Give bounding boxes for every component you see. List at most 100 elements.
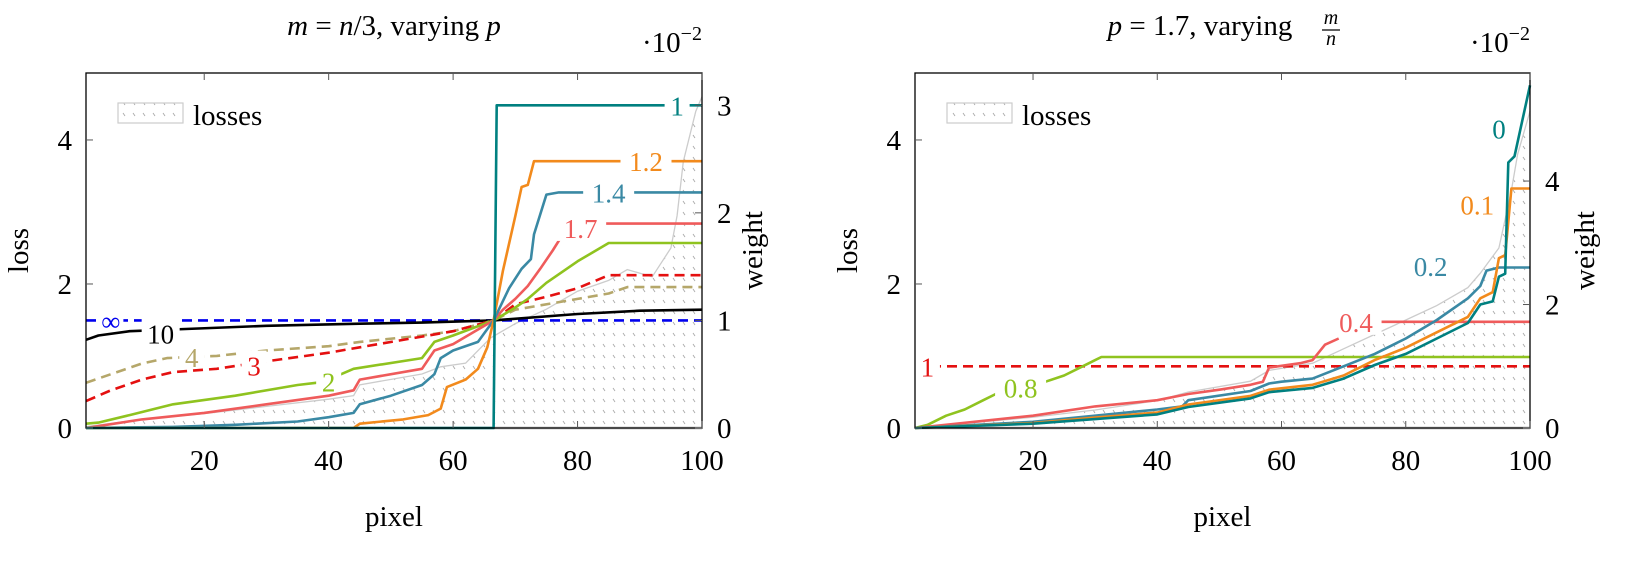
series-label: 0.4 [1339, 308, 1373, 338]
series-label: 1 [670, 91, 684, 121]
series-line [914, 266, 1530, 430]
title-eq: = [308, 10, 339, 42]
legend-swatch-losses [117, 102, 184, 124]
losses-area [915, 111, 1530, 428]
series-label-bg [1451, 189, 1503, 218]
series-label: 0.2 [1414, 252, 1448, 282]
series-line [914, 337, 1340, 430]
multiplier-exponent: −2 [681, 23, 702, 45]
series-label-bg [1405, 251, 1457, 280]
series-label-bg [583, 177, 635, 206]
plot-frame [914, 72, 1531, 429]
legend: losses [117, 100, 262, 132]
multiplier-exponent: −2 [1509, 23, 1530, 45]
series-0: 0 [914, 85, 1532, 430]
y2-tick-label: 3 [717, 90, 732, 122]
y-tick-label: 2 [887, 269, 902, 301]
series-10: 10 [85, 308, 703, 349]
series-label: 0.1 [1460, 191, 1494, 221]
legend: losses [946, 100, 1091, 132]
y2-axis-label: weight [1569, 211, 1601, 290]
series-label-bg [664, 90, 690, 119]
series-0.8: 0.8 [914, 355, 1530, 430]
series-label-bg [1486, 113, 1512, 142]
chart-title-right: p = 1.7, varying [1106, 10, 1293, 42]
y-tick-label: 2 [58, 269, 73, 301]
y-tick-label: 0 [887, 413, 902, 445]
series-2: 2 [85, 241, 702, 425]
series-label: 0.8 [1004, 373, 1038, 403]
losses-line [85, 96, 703, 428]
series-label: 2 [322, 368, 336, 398]
series-label: 1.7 [564, 214, 598, 244]
x-tick-label: 20 [1019, 445, 1048, 477]
series-line [85, 241, 702, 425]
series-line [914, 187, 1530, 430]
series-label: 1 [921, 352, 935, 382]
y2-tick-label: 2 [717, 198, 732, 230]
y-axis-label: loss [3, 228, 35, 273]
title-text: , varying [1189, 10, 1292, 42]
series-label-bg [555, 212, 607, 241]
x-tick-label: 80 [1391, 445, 1420, 477]
chart-title-left: m = n/3, varying p [287, 10, 501, 42]
series-label-bg [995, 372, 1047, 401]
series-label: ∞ [101, 306, 120, 336]
series-line [85, 285, 702, 385]
series-line [85, 308, 703, 342]
y2-tick-label: 2 [1545, 290, 1560, 322]
series-label-bg [914, 351, 940, 380]
x-tick-label: 40 [314, 445, 343, 477]
title-var: p [484, 10, 501, 42]
series-label-bg [141, 318, 180, 347]
x-tick-label: 60 [1267, 445, 1296, 477]
y2-tick-label: 1 [717, 305, 732, 337]
legend-swatch-losses [946, 102, 1013, 124]
multiplier-base: ·10 [642, 27, 681, 59]
series-line [85, 236, 562, 430]
x-axis-label: pixel [365, 501, 423, 533]
series-line [85, 191, 702, 430]
series-∞: ∞ [86, 305, 702, 336]
series-label: 3 [247, 352, 261, 382]
legend-label-losses: losses [1022, 100, 1091, 132]
series-line [86, 159, 702, 430]
series-line [85, 273, 702, 403]
y-tick-label: 4 [58, 125, 73, 157]
y2-tick-label: 0 [1545, 413, 1560, 445]
series-line [914, 85, 1532, 430]
series-label-bg [1330, 306, 1382, 335]
series-label: 1.2 [629, 147, 663, 177]
series-0.1: 0.1 [914, 187, 1530, 430]
series-label: 0 [1492, 115, 1506, 145]
y-axis-label: loss [832, 228, 864, 273]
title-rhs-n: n [339, 10, 354, 42]
fraction-numerator: m [1324, 7, 1338, 29]
series-label-bg [98, 305, 124, 334]
x-tick-label: 20 [190, 445, 219, 477]
series-1: 1 [914, 351, 1530, 382]
series-3: 3 [85, 273, 702, 403]
y2-axis-label: weight [737, 211, 769, 290]
legend-label-losses: losses [193, 100, 262, 132]
x-tick-label: 60 [439, 445, 468, 477]
series-4: 4 [85, 285, 702, 385]
title-rhs-rest: /3 [353, 10, 376, 42]
y2-tick-label: 0 [717, 413, 732, 445]
series-label-bg [179, 342, 205, 370]
y-tick-label: 4 [887, 125, 902, 157]
x-tick-label: 80 [563, 445, 592, 477]
plot-frame [85, 72, 703, 429]
y2-tick-label: 4 [1545, 166, 1560, 198]
fraction-denominator: n [1326, 28, 1336, 50]
title-eq: = 1.7 [1122, 10, 1189, 42]
y2-multiplier: ·10−2 [1470, 23, 1530, 59]
title-lhs: m [287, 10, 308, 42]
series-label: 4 [185, 343, 199, 373]
series-1.7: 1.7 [85, 212, 702, 430]
series-label-bg [241, 350, 267, 379]
x-axis-label: pixel [1194, 501, 1252, 533]
